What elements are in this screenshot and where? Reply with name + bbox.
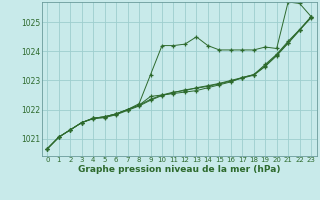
X-axis label: Graphe pression niveau de la mer (hPa): Graphe pression niveau de la mer (hPa) xyxy=(78,165,280,174)
